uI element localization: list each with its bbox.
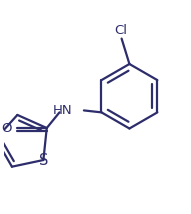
Text: HN: HN [53, 104, 72, 117]
Text: O: O [1, 122, 12, 135]
Text: S: S [39, 153, 48, 168]
Text: Cl: Cl [114, 24, 127, 37]
